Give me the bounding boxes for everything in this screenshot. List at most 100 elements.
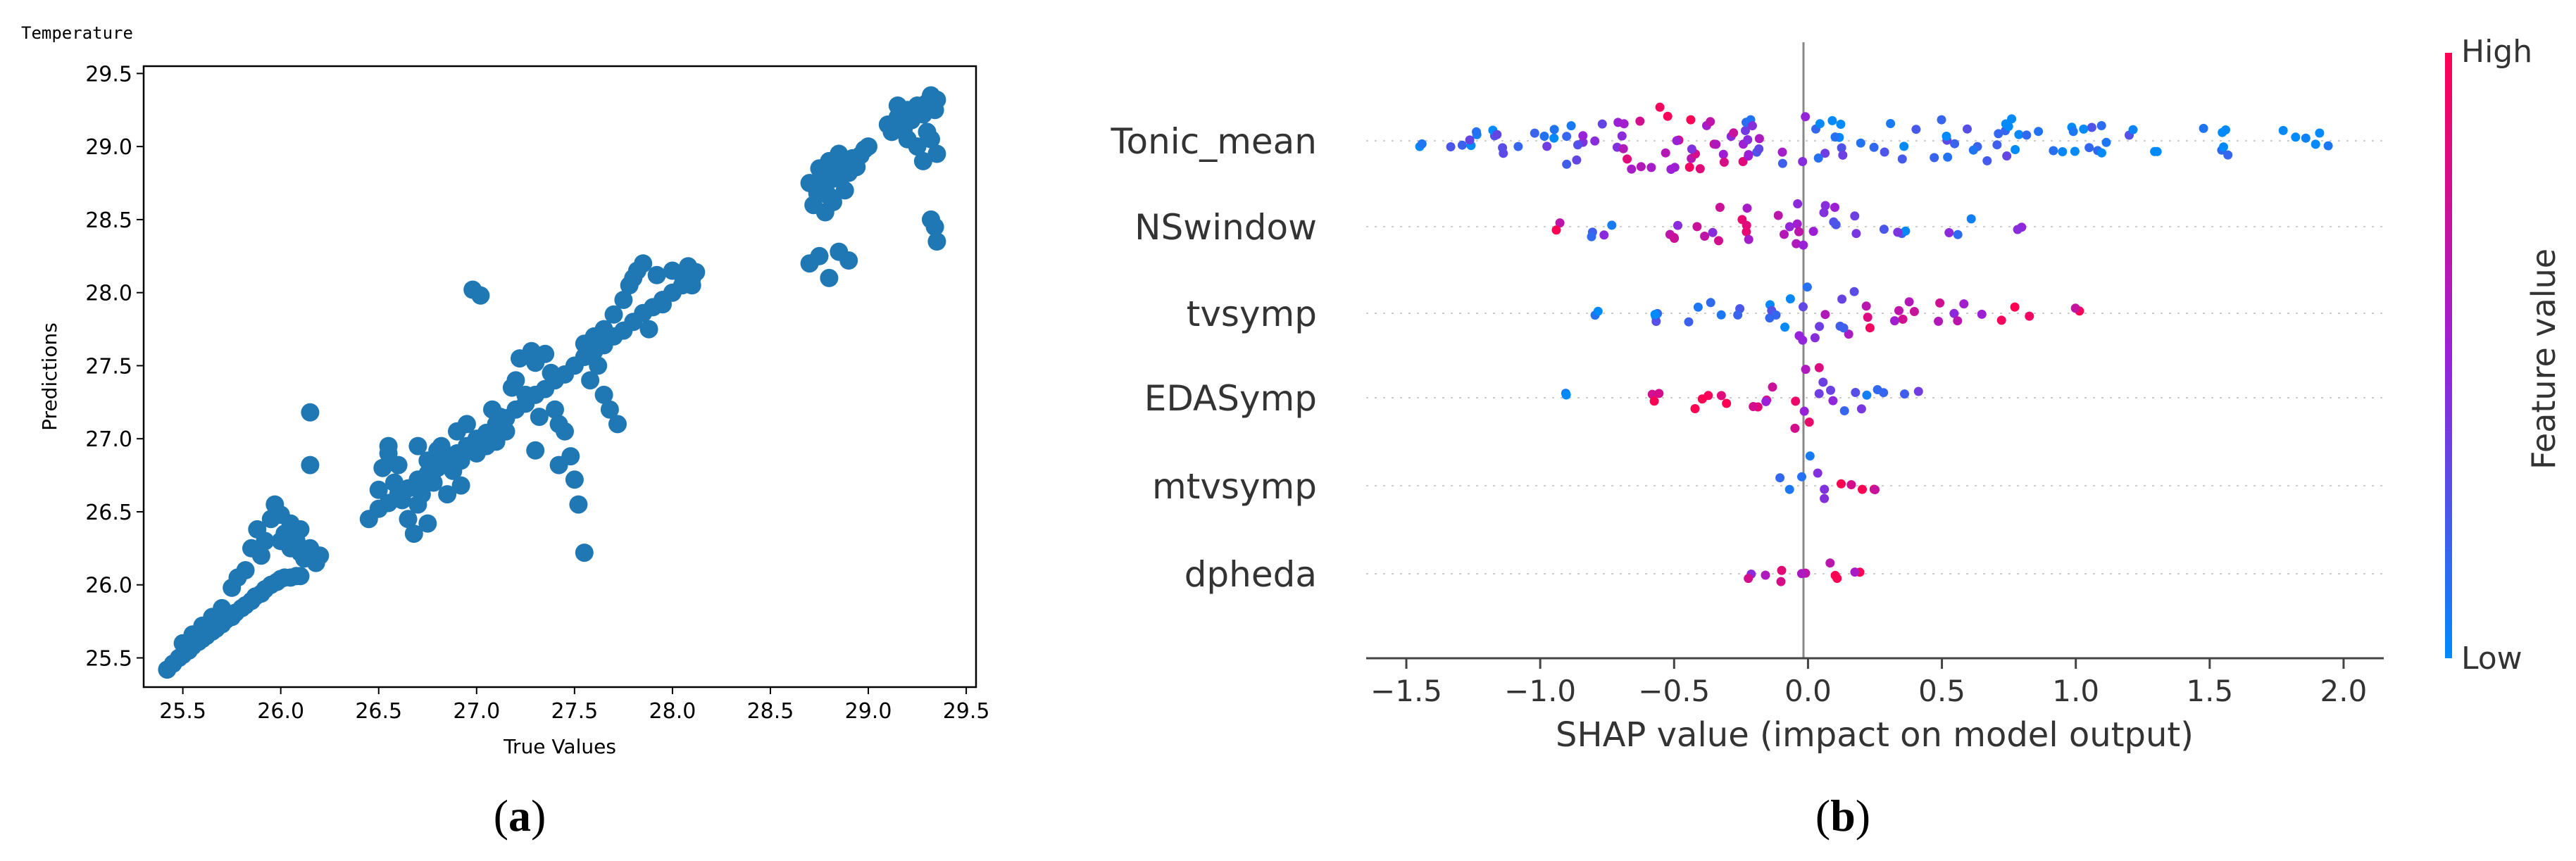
chart-b-point: [1791, 396, 1801, 406]
chart-b-point: [2084, 143, 2094, 153]
chart-b-point: [1761, 396, 1771, 406]
chart-b-point: [1590, 136, 1600, 146]
chart-a-point: [604, 305, 623, 324]
chart-b-point: [1784, 222, 1794, 232]
chart-b-point: [1836, 120, 1846, 129]
chart-b-point: [1651, 317, 1661, 326]
chart-b-point: [1773, 210, 1783, 220]
chart-b-point: [2096, 121, 2106, 130]
chart-b-point: [1869, 142, 1879, 152]
chart-b-point: [1838, 150, 1848, 160]
chart-b-point: [1935, 298, 1945, 308]
chart-b-point: [1996, 315, 2006, 325]
chart-b-point: [2278, 125, 2288, 135]
chart-a-point: [824, 193, 842, 211]
chart-a-point: [614, 291, 633, 309]
chart-a-ytick-label: 27.0: [85, 427, 132, 452]
chart-a-point: [830, 144, 849, 163]
chart-a-point: [301, 403, 320, 422]
chart-b-point: [1593, 306, 1603, 316]
chart-b-point: [1722, 398, 1732, 408]
chart-b-point: [1446, 142, 1456, 151]
chart-a-xlabel: True Values: [503, 735, 616, 758]
chart-a-point: [810, 246, 829, 265]
chart-a-point: [927, 232, 946, 251]
chart-b-point: [1911, 125, 1921, 134]
chart-b-point: [1650, 310, 1660, 320]
chart-b-point: [1587, 232, 1596, 241]
chart-a-point: [256, 532, 275, 551]
chart-b-point: [1827, 115, 1837, 125]
chart-b-point: [1693, 302, 1703, 312]
chart-b-point: [1729, 128, 1739, 138]
chart-b-feature-label: NSwindow: [1134, 207, 1317, 248]
chart-b-point: [1754, 134, 1764, 144]
chart-a-point: [569, 495, 588, 514]
chart-b-point: [1814, 363, 1824, 372]
chart-b-point: [1555, 218, 1565, 228]
chart-b-point: [1549, 125, 1559, 134]
chart-b-point: [1754, 144, 1764, 153]
chart-a-point: [679, 257, 698, 276]
chart-b-point: [1684, 317, 1694, 327]
chart-b-xtick-label: 1.0: [2052, 674, 2099, 708]
chart-b-point: [2013, 225, 2022, 234]
chart-b-point: [1963, 124, 1972, 134]
chart-b-point: [1607, 220, 1617, 230]
chart-b-point: [1813, 468, 1822, 478]
chart-b-point: [1690, 404, 1700, 413]
chart-b-x-axis: −1.5 −1.0 −0.5 0.0 0.5 1.0 1.5 2.0: [1370, 658, 2367, 708]
chart-a-point: [927, 90, 946, 109]
chart-b-xtick-label: 0.5: [1918, 674, 1965, 708]
chart-b-point: [2014, 130, 2024, 139]
chart-b-point: [1870, 485, 1880, 494]
chart-a-point: [373, 458, 392, 477]
chart-b-point: [1700, 232, 1710, 241]
chart-b-point: [1780, 230, 1789, 239]
chart-b-point: [1742, 203, 1752, 213]
chart-a-point: [820, 268, 839, 287]
chart-a-ytick-label: 29.0: [85, 135, 132, 160]
chart-a-title: Temperature: [21, 23, 133, 43]
chart-b-point: [1858, 484, 1867, 494]
chart-b-point: [1805, 451, 1815, 461]
chart-a-ytick-label: 26.5: [85, 501, 132, 525]
chart-a-point: [526, 441, 545, 460]
chart-b-point: [2034, 127, 2044, 137]
chart-b-point: [1792, 239, 1801, 249]
chart-b-point: [1578, 131, 1588, 141]
chart-b-point: [1617, 131, 1627, 141]
chart-a-point: [438, 485, 457, 504]
chart-b-point: [1949, 308, 1959, 318]
chart-a-point: [925, 218, 944, 237]
chart-a-frame: [142, 65, 977, 689]
chart-b-point: [1573, 140, 1582, 150]
chart-b-point: [1492, 130, 1502, 139]
chart-b-point: [1863, 313, 1872, 322]
chart-a-points: [158, 86, 946, 679]
chart-a-point: [859, 137, 877, 156]
chart-b-point: [1472, 127, 1481, 137]
chart-b-xtick-label: 2.0: [2320, 674, 2368, 708]
chart-b-point: [1542, 142, 1552, 151]
chart-a-point: [389, 455, 408, 475]
panel-a-scatter: Temperature 25.5 26.0 26.5 27.0 27.5 28.0 28.5…: [21, 23, 989, 758]
chart-b-point: [1775, 473, 1785, 483]
chart-a-point: [408, 495, 427, 514]
chart-a-point: [491, 408, 510, 427]
chart-b-point: [1655, 102, 1665, 112]
caption-b: (b): [1815, 791, 1870, 841]
chart-b-point: [1498, 143, 1508, 153]
chart-b-point: [2199, 123, 2208, 133]
chart-b-point: [1799, 406, 1809, 416]
chart-b-point: [1716, 391, 1726, 401]
chart-b-point: [1742, 227, 1751, 237]
chart-b-point: [1977, 309, 1987, 319]
chart-b-point: [2070, 303, 2080, 313]
chart-a-point: [438, 447, 457, 466]
chart-b-point: [1856, 138, 1865, 148]
chart-b-point: [1619, 119, 1629, 129]
chart-b-point: [1810, 333, 1820, 343]
chart-b-point: [1686, 115, 1696, 125]
chart-b-point: [2218, 127, 2227, 137]
